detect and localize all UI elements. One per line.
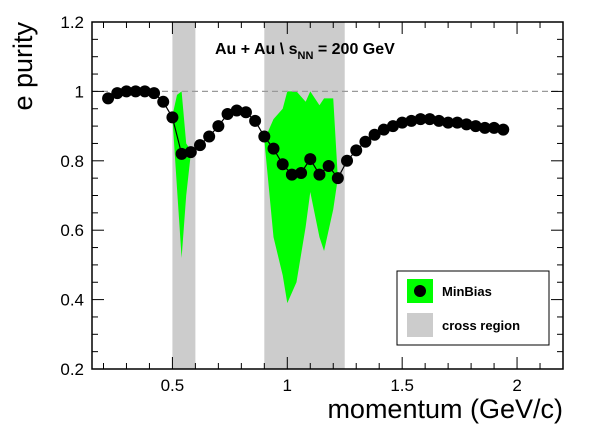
data-point-20 — [276, 158, 289, 171]
data-point-35 — [414, 113, 427, 126]
data-point-31 — [377, 123, 390, 136]
data-point-15 — [230, 104, 243, 117]
data-point-37 — [432, 114, 445, 127]
data-point-8 — [166, 111, 179, 124]
legend-swatch-cross-region — [407, 313, 433, 337]
minbias-band-2 — [264, 91, 338, 304]
data-point-10 — [184, 146, 197, 159]
minbias-band-1 — [172, 91, 191, 258]
data-point-3 — [120, 85, 133, 98]
data-point-14 — [221, 107, 234, 120]
y-tick-label-6: 1.2 — [60, 13, 84, 32]
data-point-24 — [313, 168, 326, 181]
data-point-21 — [285, 168, 298, 181]
legend: MinBias cross region — [396, 270, 550, 346]
x-tick-label-4: 2 — [512, 376, 521, 395]
data-point-33 — [396, 116, 409, 129]
data-point-12 — [203, 130, 216, 143]
data-point-39 — [451, 116, 464, 129]
x-axis-ticks: 0.5 1 1.5 2 — [102, 22, 564, 395]
y-tick-label-1: 0.2 — [60, 360, 84, 379]
annotation-main: Au + Au \ s — [215, 41, 298, 58]
data-point-2 — [111, 87, 124, 100]
data-point-40 — [460, 118, 473, 131]
minbias-bands — [172, 91, 338, 304]
data-point-25 — [322, 160, 335, 173]
annotation-subscript: NN — [298, 50, 314, 62]
x-axis-title: momentum (GeV/c) — [327, 394, 563, 424]
data-point-29 — [359, 135, 372, 148]
data-point-34 — [405, 114, 418, 127]
annotation-rest: = 200 GeV — [313, 41, 395, 58]
data-point-36 — [423, 113, 436, 126]
y-tick-label-4: 0.8 — [60, 152, 84, 171]
data-point-18 — [258, 130, 271, 143]
data-point-9 — [175, 147, 188, 160]
data-point-27 — [341, 154, 354, 167]
data-point-6 — [148, 87, 161, 100]
data-point-23 — [304, 153, 317, 166]
legend-label-cross-region: cross region — [442, 318, 520, 333]
data-point-41 — [469, 120, 482, 133]
data-point-17 — [249, 114, 262, 127]
data-point-42 — [478, 121, 491, 134]
data-point-1 — [102, 92, 115, 105]
y-tick-label-5: 1 — [75, 82, 84, 101]
data-point-16 — [239, 106, 252, 119]
data-point-4 — [129, 85, 142, 98]
y-axis-title: e purity — [8, 22, 38, 111]
legend-label-minbias: MinBias — [442, 284, 492, 299]
data-point-5 — [138, 85, 151, 98]
data-point-19 — [267, 142, 280, 155]
data-point-32 — [386, 120, 399, 133]
legend-marker-minbias — [414, 285, 426, 297]
data-point-38 — [442, 116, 455, 129]
data-point-7 — [157, 95, 170, 108]
x-tick-label-3: 1.5 — [390, 376, 414, 395]
data-point-22 — [295, 166, 308, 179]
x-tick-label-2: 1 — [283, 376, 292, 395]
data-point-26 — [331, 172, 344, 185]
minbias-points — [102, 85, 510, 185]
collision-annotation: Au + Au \ sNN = 200 GeV — [215, 41, 395, 62]
y-axis-ticks: 0.2 0.4 0.6 0.8 1 1.2 — [60, 13, 563, 379]
x-tick-label-1: 0.5 — [161, 376, 185, 395]
data-point-44 — [497, 123, 510, 136]
data-point-43 — [488, 121, 501, 134]
data-point-11 — [193, 139, 206, 152]
y-tick-label-3: 0.6 — [60, 221, 84, 240]
data-point-13 — [212, 120, 225, 133]
data-point-30 — [368, 128, 381, 141]
y-tick-label-2: 0.4 — [60, 291, 84, 310]
data-point-28 — [350, 144, 363, 157]
